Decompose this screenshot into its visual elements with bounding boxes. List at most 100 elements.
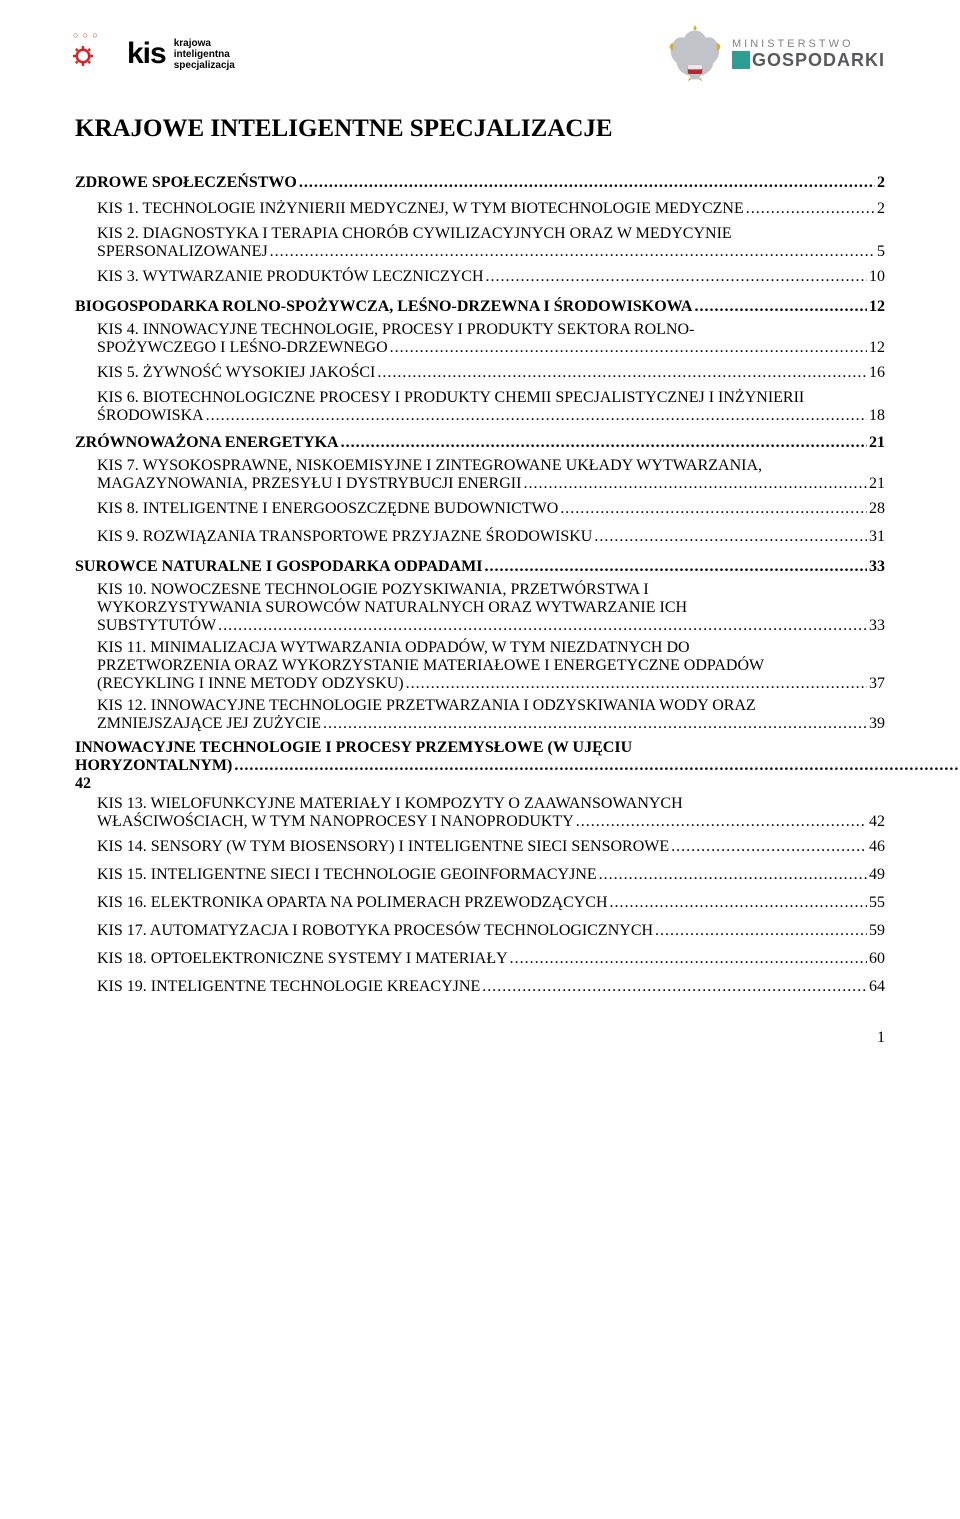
toc-page: 37 <box>869 675 885 693</box>
toc-leader <box>746 197 875 221</box>
toc-label: KIS 5. ŻYWNOŚĆ WYSOKIEJ JAKOŚCI <box>97 361 375 385</box>
toc-entry[interactable]: BIOGOSPODARKA ROLNO-SPOŻYWCZA, LEŚNO-DRZ… <box>75 295 885 319</box>
toc-page: 5 <box>877 243 885 261</box>
toc-entry[interactable]: KIS 7. WYSOKOSPRAWNE, NISKOEMISYJNE I ZI… <box>75 457 885 493</box>
toc-label: KIS 19. INTELIGENTNE TECHNOLOGIE KREACYJ… <box>97 975 480 999</box>
toc-entry[interactable]: KIS 11. MINIMALIZACJA WYTWARZANIA ODPADÓ… <box>75 639 885 693</box>
toc-label: KIS 11. MINIMALIZACJA WYTWARZANIA ODPADÓ… <box>97 639 885 675</box>
toc-entry[interactable]: KIS 10. NOWOCZESNE TECHNOLOGIE POZYSKIWA… <box>75 581 885 635</box>
toc-entry[interactable]: SUROWCE NATURALNE I GOSPODARKA ODPADAMI … <box>75 555 885 579</box>
page-title: KRAJOWE INTELIGENTNE SPECJALIZACJE <box>75 115 885 143</box>
toc-last-line: SPOŻYWCZEGO I LEŚNO-DRZEWNEGO 12 <box>97 339 885 357</box>
toc-leader <box>523 475 867 493</box>
toc-leader <box>576 813 867 831</box>
toc-leader <box>390 339 867 357</box>
toc-entry[interactable]: KIS 8. INTELIGENTNE I ENERGOOSZCZĘDNE BU… <box>75 497 885 521</box>
toc-leader <box>560 497 867 521</box>
toc-leader <box>218 617 867 635</box>
toc-page: 42 <box>869 813 885 831</box>
kis-logo-text: kis <box>127 37 166 71</box>
toc-page: 28 <box>869 497 885 521</box>
toc-entry[interactable]: KIS 18. OPTOELEKTRONICZNE SYSTEMY I MATE… <box>75 947 885 971</box>
ministerstwo-logo: MINISTERSTWO GOSPODARKI <box>666 25 885 83</box>
toc-label: KIS 17. AUTOMATYZACJA I ROBOTYKA PROCESÓ… <box>97 919 653 943</box>
page-number: 1 <box>75 1029 885 1047</box>
toc-last-line: ZMNIEJSZAJĄCE JEJ ZUŻYCIE 39 <box>97 715 885 733</box>
toc-leader <box>341 431 867 455</box>
toc-leader <box>270 243 875 261</box>
toc-label: KIS 16. ELEKTRONIKA OPARTA NA POLIMERACH… <box>97 891 608 915</box>
toc-last-line: (RECYKLING I INNE METODY ODZYSKU) 37 <box>97 675 885 693</box>
toc-label: BIOGOSPODARKA ROLNO-SPOŻYWCZA, LEŚNO-DRZ… <box>75 295 692 319</box>
toc-leader <box>482 975 867 999</box>
toc-label-last: HORYZONTALNYM) <box>75 757 232 774</box>
toc-last-line: SUBSTYTUTÓW 33 <box>97 617 885 635</box>
teal-square-icon <box>732 51 750 69</box>
toc-leader <box>234 757 960 774</box>
toc-entry[interactable]: KIS 1. TECHNOLOGIE INŻYNIERII MEDYCZNEJ,… <box>75 197 885 221</box>
toc-entry[interactable]: KIS 13. WIELOFUNKCYJNE MATERIAŁY I KOMPO… <box>75 795 885 831</box>
toc-entry[interactable]: KIS 9. ROZWIĄZANIA TRANSPORTOWE PRZYJAZN… <box>75 525 885 549</box>
toc-leader <box>206 407 867 425</box>
toc-page: 16 <box>869 361 885 385</box>
toc-entry[interactable]: KIS 19. INTELIGENTNE TECHNOLOGIE KREACYJ… <box>75 975 885 999</box>
toc-page: 10 <box>869 265 885 289</box>
toc-label: KIS 6. BIOTECHNOLOGICZNE PROCESY I PRODU… <box>97 389 885 407</box>
kis-sub-line2: inteligentna <box>174 49 235 60</box>
toc-label-last: ŚRODOWISKA <box>97 407 204 425</box>
toc-entry[interactable]: ZDROWE SPOŁECZEŃSTWO 2 <box>75 171 885 195</box>
toc-entry[interactable]: KIS 6. BIOTECHNOLOGICZNE PROCESY I PRODU… <box>75 389 885 425</box>
toc-entry[interactable]: KIS 12. INNOWACYJNE TECHNOLOGIE PRZETWAR… <box>75 697 885 733</box>
toc-last-line: SPERSONALIZOWANEJ 5 <box>97 243 885 261</box>
toc-leader <box>610 891 867 915</box>
toc-label: ZDROWE SPOŁECZEŃSTWO <box>75 171 297 195</box>
toc-leader <box>599 863 867 887</box>
toc-label-last: MAGAZYNOWANIA, PRZESYŁU I DYSTRYBUCJI EN… <box>97 475 521 493</box>
toc-entry[interactable]: KIS 4. INNOWACYJNE TECHNOLOGIE, PROCESY … <box>75 321 885 357</box>
toc-label-last: SUBSTYTUTÓW <box>97 617 216 635</box>
toc-label: KIS 13. WIELOFUNKCYJNE MATERIAŁY I KOMPO… <box>97 795 885 813</box>
gospodarki-line: GOSPODARKI <box>752 50 885 71</box>
toc-entry[interactable]: KIS 14. SENSORY (W TYM BIOSENSORY) I INT… <box>75 835 885 859</box>
toc-page: 55 <box>869 891 885 915</box>
toc-leader <box>323 715 867 733</box>
toc-label: KIS 8. INTELIGENTNE I ENERGOOSZCZĘDNE BU… <box>97 497 558 521</box>
toc-entry[interactable]: KIS 15. INTELIGENTNE SIECI I TECHNOLOGIE… <box>75 863 885 887</box>
toc-last-line: MAGAZYNOWANIA, PRZESYŁU I DYSTRYBUCJI EN… <box>97 475 885 493</box>
toc-label: KIS 1. TECHNOLOGIE INŻYNIERII MEDYCZNEJ,… <box>97 197 744 221</box>
kis-logo: ○ ○ ○ kis krajowa inteligentna specja <box>75 32 235 76</box>
toc-entry[interactable]: ZRÓWNOWAŻONA ENERGETYKA 21 <box>75 431 885 455</box>
kis-sub-line3: specjalizacja <box>174 60 235 71</box>
toc-page: 64 <box>869 975 885 999</box>
toc-page: 2 <box>877 171 885 195</box>
toc-label: KIS 15. INTELIGENTNE SIECI I TECHNOLOGIE… <box>97 863 597 887</box>
toc-page: 42 <box>75 775 91 792</box>
toc-entry[interactable]: KIS 5. ŻYWNOŚĆ WYSOKIEJ JAKOŚCI 16 <box>75 361 885 385</box>
toc-entry[interactable]: KIS 3. WYTWARZANIE PRODUKTÓW LECZNICZYCH… <box>75 265 885 289</box>
toc-label-last: (RECYKLING I INNE METODY ODZYSKU) <box>97 675 404 693</box>
gospodarki-line-wrap: GOSPODARKI <box>732 50 885 71</box>
toc-last-line: WŁAŚCIWOŚCIACH, W TYM NANOPROCESY I NANO… <box>97 813 885 831</box>
toc-last-line: HORYZONTALNYM) 42 <box>75 757 885 793</box>
toc-page: 12 <box>869 339 885 357</box>
toc-leader <box>406 675 867 693</box>
toc-page: 12 <box>869 295 885 319</box>
toc-page: 60 <box>869 947 885 971</box>
toc-label: KIS 18. OPTOELEKTRONICZNE SYSTEMY I MATE… <box>97 947 508 971</box>
toc-entry[interactable]: KIS 16. ELEKTRONIKA OPARTA NA POLIMERACH… <box>75 891 885 915</box>
kis-gear-icon <box>73 46 93 66</box>
toc-page: 18 <box>869 407 885 425</box>
toc-page: 33 <box>869 555 885 579</box>
toc-entry[interactable]: KIS 2. DIAGNOSTYKA I TERAPIA CHORÓB CYWI… <box>75 225 885 261</box>
toc-leader <box>484 555 867 579</box>
eagle-icon <box>666 25 724 83</box>
kis-dots-icon: ○ ○ ○ <box>73 30 99 40</box>
toc-last-line: ŚRODOWISKA 18 <box>97 407 885 425</box>
kis-logo-mark: ○ ○ ○ <box>75 32 119 76</box>
toc-label: KIS 9. ROZWIĄZANIA TRANSPORTOWE PRZYJAZN… <box>97 525 592 549</box>
toc-entry[interactable]: INNOWACYJNE TECHNOLOGIE I PROCESY PRZEMY… <box>75 739 885 793</box>
toc-leader <box>694 295 867 319</box>
toc-entry[interactable]: KIS 17. AUTOMATYZACJA I ROBOTYKA PROCESÓ… <box>75 919 885 943</box>
ministerstwo-line: MINISTERSTWO <box>732 38 885 50</box>
toc-label-last: SPOŻYWCZEGO I LEŚNO-DRZEWNEGO <box>97 339 388 357</box>
